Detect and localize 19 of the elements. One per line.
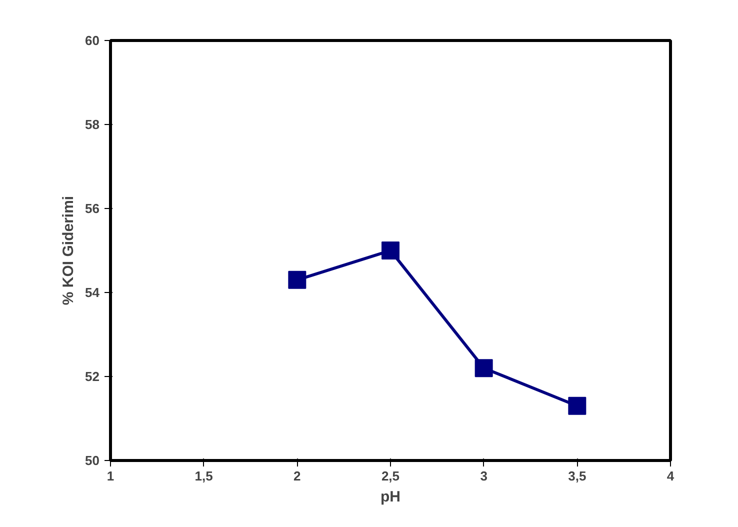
x-tick-label: 3,5 [568,468,586,484]
x-tick-label: 1,5 [194,468,213,484]
x-tick-label: 2 [294,468,301,484]
point [474,359,493,378]
y-tick-label: 58 [85,117,100,132]
y-tick-label: 52 [85,369,100,384]
y-tick-label: 56 [85,201,100,216]
x-tick-label: 4 [666,468,675,484]
point [382,242,400,260]
point [568,396,586,415]
x-tick-label: 1 [106,468,114,484]
x-tick-label: 2,5 [381,468,400,484]
y-tick-label: 60 [85,33,100,48]
x-tick-label: 3 [480,468,488,484]
x-axis-title: pH [380,488,400,506]
y-tick-label: 54 [85,285,100,300]
y-tick-label: 50 [85,453,100,468]
y-axis-title: % KOI Giderimi [60,196,78,306]
point [288,270,306,289]
